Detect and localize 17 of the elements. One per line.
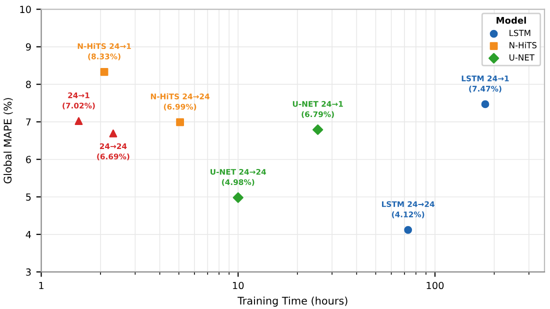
x-tick-label: 100	[426, 282, 444, 290]
legend-label: LSTM	[510, 30, 530, 36]
x-tick-label: 10	[233, 282, 244, 290]
legend-label: N-HiTS	[510, 42, 537, 48]
y-tick-label: 8	[26, 80, 31, 88]
y-tick-label: 5	[26, 193, 31, 201]
y-tick-label: 4	[26, 231, 31, 238]
y-tick-label: 10	[20, 6, 31, 14]
y-tick-label: 3	[26, 268, 31, 276]
y-tick-label: 9	[26, 43, 31, 51]
x-tick-label: 1	[39, 282, 44, 290]
y-tick-label: 7	[26, 118, 31, 126]
y-tick-label: 6	[26, 156, 31, 164]
x-axis-title: Training Time (hours)	[238, 296, 348, 307]
legend-label: U-NET	[510, 54, 535, 61]
legend-title: Model	[496, 16, 526, 24]
y-axis-title: Global MAPE (%)	[4, 98, 13, 184]
